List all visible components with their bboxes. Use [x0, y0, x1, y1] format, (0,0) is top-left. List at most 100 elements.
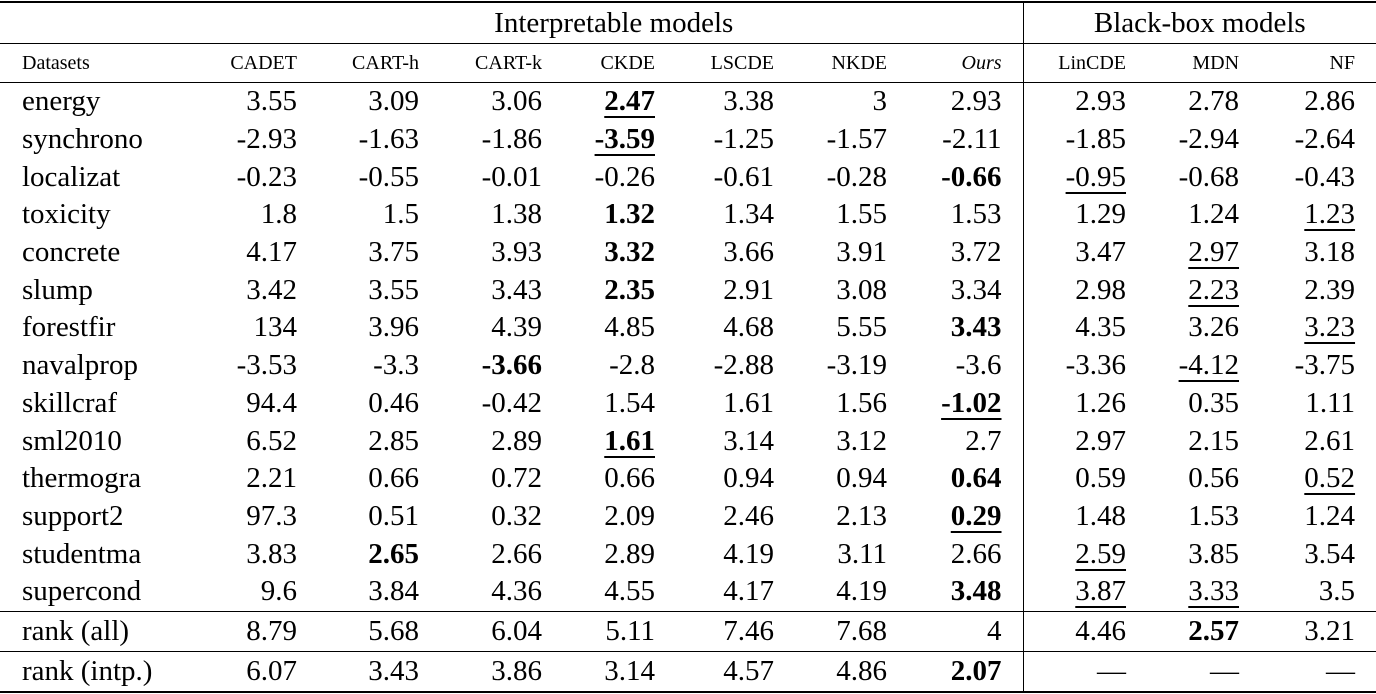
- cell-text: -1.86: [481, 123, 542, 156]
- cell: 2.07: [908, 650, 1024, 693]
- data-row: navalprop -3.53 -3.3 -3.66 -2.8 -2.88 -3.19 -3.…: [0, 346, 1376, 385]
- cell-text: -0.23: [236, 160, 297, 193]
- cell-text: 4.46: [1075, 614, 1127, 647]
- cell: 2.89: [563, 535, 676, 573]
- cell-text: 134: [253, 311, 298, 344]
- cell: -0.26: [563, 158, 676, 196]
- row-label: skillcraf: [0, 385, 205, 423]
- cell-text: -3.53: [236, 349, 297, 382]
- cell: 4: [908, 610, 1024, 652]
- cell: 1.34: [676, 196, 795, 234]
- cell-text: -3.6: [955, 349, 1002, 382]
- cell-text: 2.35: [604, 273, 655, 306]
- cell: 2.7: [908, 422, 1024, 460]
- column-header: NKDE: [795, 43, 908, 83]
- cell: -2.8: [563, 347, 676, 385]
- cell-text: 0.59: [1075, 462, 1127, 495]
- cell-text: -3.59: [594, 123, 655, 156]
- cell-text: -2.88: [713, 349, 774, 382]
- cell-text: 2.15: [1188, 424, 1240, 457]
- cell-text: 3.55: [246, 85, 297, 118]
- cell: -0.61: [676, 158, 795, 196]
- cell: 0.94: [795, 460, 908, 498]
- cell: -1.57: [795, 121, 908, 159]
- cell-text: 1.61: [723, 386, 774, 419]
- cell: -0.66: [908, 158, 1024, 197]
- cell-text: -2.93: [236, 123, 297, 156]
- cell: 4.17: [205, 234, 318, 272]
- cell: 2.66: [440, 535, 563, 573]
- cell: 2.46: [676, 498, 795, 536]
- cell: -1.63: [318, 121, 440, 159]
- cell: 2.93: [908, 82, 1024, 121]
- cell-text: 3.85: [1188, 537, 1240, 570]
- cell-text: -1.85: [1065, 123, 1127, 156]
- cell-text: 9.6: [260, 575, 297, 608]
- cell-text: 3.23: [1304, 311, 1356, 344]
- cell-text: 4: [987, 614, 1002, 647]
- cell-text: 0.66: [604, 462, 655, 495]
- column-header: CART-k: [440, 43, 563, 83]
- cell-text: 0.94: [723, 462, 774, 495]
- row-label: sml2010: [0, 422, 205, 460]
- cell-text: 3.5: [1318, 575, 1356, 608]
- row-label: energy: [0, 83, 205, 121]
- cell-text: 3.48: [950, 575, 1002, 608]
- cell: 0.66: [318, 460, 440, 498]
- corner: [0, 1, 205, 44]
- cell-text: -3.36: [1065, 349, 1127, 382]
- cell-text: 2.39: [1304, 273, 1356, 306]
- cell-text: 8.79: [246, 614, 297, 647]
- cell: 2.85: [318, 422, 440, 460]
- cell-text: -2.11: [942, 123, 1002, 156]
- cell: 3.54: [1260, 535, 1376, 573]
- cell: 1.55: [795, 196, 908, 234]
- cell-text: 3.38: [723, 85, 774, 118]
- cell-text: 1.61: [604, 424, 655, 457]
- cell: 2.93: [1023, 83, 1147, 121]
- cell-text: -0.55: [358, 160, 419, 193]
- cell: 2.59: [1023, 535, 1147, 573]
- row-label: localizat: [0, 158, 205, 196]
- cell: -2.88: [676, 347, 795, 385]
- cell: -2.94: [1147, 121, 1260, 159]
- cell-text: navalprop: [22, 349, 138, 382]
- cell-text: -0.66: [941, 160, 1002, 193]
- cell-text: 2.21: [246, 462, 297, 495]
- group-label: Black-box models: [1023, 1, 1376, 44]
- cell-text: 2.7: [965, 424, 1002, 457]
- cell: 3.06: [440, 83, 563, 121]
- cell-text: -0.95: [1065, 160, 1127, 193]
- cell: —: [1023, 650, 1148, 693]
- cell-text: 1.38: [491, 198, 542, 231]
- cell-text: 3.18: [1304, 236, 1356, 269]
- summary-row: rank (all) 8.79 5.68 6.04 5.11 7.46 7.68 4 4.46 2…: [0, 610, 1376, 652]
- cell-text: rank (intp.): [22, 654, 153, 687]
- cell: 0.64: [908, 459, 1024, 498]
- cell-text: 4.36: [491, 575, 542, 608]
- cell: 4.55: [563, 573, 676, 611]
- cell-text: 2.23: [1188, 273, 1240, 306]
- cell-text: 3.55: [368, 273, 419, 306]
- cell-text: 2.59: [1075, 537, 1127, 570]
- cell-text: 3.43: [491, 273, 542, 306]
- column-header: NF: [1260, 43, 1376, 83]
- cell-text: 2.57: [1188, 614, 1240, 647]
- cell-text: energy: [22, 85, 101, 118]
- cell-text: 0.46: [368, 386, 419, 419]
- cell-text: -3.75: [1294, 349, 1356, 382]
- cell: -3.53: [205, 347, 318, 385]
- cell: -2.93: [205, 121, 318, 159]
- cell: 1.61: [676, 385, 795, 423]
- cell: 3.18: [1260, 234, 1376, 272]
- cell-text: localizat: [22, 160, 121, 193]
- cell: 0.46: [318, 385, 440, 423]
- cell-text: -0.61: [713, 160, 774, 193]
- cell-text: 3.12: [836, 424, 887, 457]
- cell-text: 3.93: [491, 236, 542, 269]
- cell: 3.75: [318, 234, 440, 272]
- data-row: support2 97.3 0.51 0.32 2.09 2.46 2.13 0.29 1.48…: [0, 497, 1376, 536]
- cell: 3.55: [318, 271, 440, 309]
- cell-text: 2.89: [604, 537, 655, 570]
- cell: 3.12: [795, 422, 908, 460]
